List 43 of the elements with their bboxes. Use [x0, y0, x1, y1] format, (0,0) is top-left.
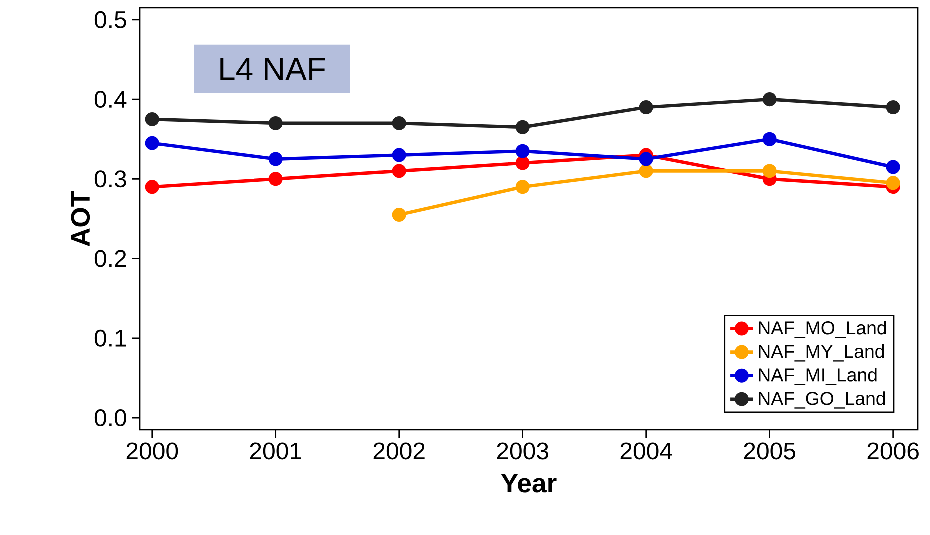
point	[886, 160, 900, 174]
point	[392, 116, 406, 130]
x-tick-label: 2000	[126, 442, 178, 460]
x-tick-label: 2001	[250, 442, 302, 460]
point	[145, 136, 160, 150]
y-tick-label: 0.1	[94, 330, 126, 347]
point	[268, 172, 283, 186]
point	[268, 116, 283, 130]
y-tick-label: 0.3	[94, 170, 126, 188]
y-tick-label: 0.0	[94, 410, 126, 427]
x-axis-title: Year	[501, 474, 557, 493]
point	[516, 156, 530, 170]
y-axis-title: AOT	[71, 191, 90, 246]
point	[145, 180, 160, 194]
point	[886, 176, 900, 190]
point	[762, 164, 777, 178]
legend-label: NAF_MI_Land	[759, 368, 877, 386]
x-tick-label: 2005	[744, 442, 796, 460]
legend-label: NAF_MO_Land	[759, 321, 886, 338]
point	[145, 112, 160, 126]
point	[639, 100, 654, 115]
point	[762, 132, 777, 146]
legend-label: NAF_GO_Land	[759, 392, 886, 409]
point	[392, 208, 406, 222]
x-tick-label: 2003	[497, 442, 548, 460]
point	[762, 92, 777, 107]
point	[639, 164, 654, 178]
point	[392, 164, 406, 178]
point	[516, 144, 530, 158]
x-tick-label: 2004	[620, 442, 672, 460]
point	[639, 152, 654, 166]
y-tick-label: 0.4	[94, 91, 127, 108]
x-tick-label: 2002	[374, 442, 425, 460]
point	[268, 152, 283, 166]
annotation: L4 NAF	[220, 58, 326, 80]
point	[392, 148, 406, 162]
x-tick-label: 2006	[868, 442, 919, 460]
y-tick-label: 0.5	[94, 11, 126, 28]
point	[516, 180, 530, 194]
legend-label: NAF_MY_Land	[759, 344, 884, 362]
point	[886, 100, 900, 115]
y-tick-label: 0.2	[94, 250, 126, 268]
point	[516, 120, 530, 134]
